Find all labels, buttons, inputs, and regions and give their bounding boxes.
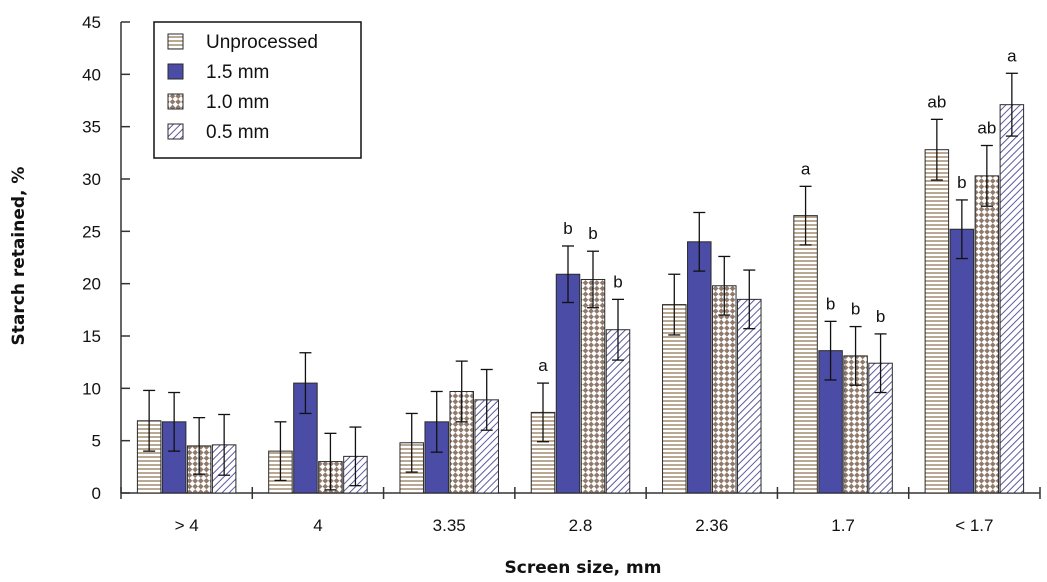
significance-label: ab [977, 119, 996, 138]
significance-label: b [563, 219, 572, 238]
significance-label: b [613, 272, 622, 291]
significance-label: b [588, 224, 597, 243]
y-tick-label: 25 [82, 222, 101, 241]
significance-label: a [1007, 46, 1017, 65]
y-tick-label: 30 [82, 170, 101, 189]
x-tick-label: > 4 [175, 516, 199, 535]
legend-label: 1.5 mm [206, 62, 269, 83]
significance-label: b [957, 173, 966, 192]
bar [555, 273, 581, 494]
bar [712, 285, 737, 494]
x-tick-label: < 1.7 [955, 516, 993, 535]
bar [999, 104, 1025, 494]
legend-swatch [167, 93, 184, 110]
x-tick-label: 4 [313, 516, 322, 535]
legend-swatch [167, 123, 184, 140]
bar [793, 215, 818, 494]
significance-label: a [801, 159, 811, 178]
y-tick-label: 20 [82, 275, 101, 294]
y-tick-label: 15 [82, 327, 101, 346]
legend-box [153, 21, 362, 159]
y-tick-label: 35 [82, 118, 101, 137]
legend-label: Unprocessed [206, 32, 318, 53]
significance-label: ab [927, 92, 946, 111]
significance-label: b [851, 300, 860, 319]
x-tick-label: 3.35 [433, 516, 466, 535]
y-tick-label: 40 [82, 65, 101, 84]
y-tick-label: 5 [92, 432, 101, 451]
x-tick-label: 2.8 [569, 516, 593, 535]
legend-label: 0.5 mm [206, 122, 269, 143]
legend-label: 1.0 mm [206, 92, 269, 113]
bar [687, 241, 712, 494]
y-tick-label: 10 [82, 379, 101, 398]
legend-swatch [167, 33, 184, 50]
bar [924, 149, 950, 494]
significance-label: b [826, 294, 835, 313]
x-axis-title: Screen size, mm [505, 558, 662, 578]
y-tick-label: 0 [92, 484, 101, 503]
significance-label: a [538, 356, 548, 375]
bar [974, 175, 1000, 494]
x-tick-label: 2.36 [695, 516, 728, 535]
legend: Unprocessed 1.5 mm 1.0 mm 0.5 mm [153, 21, 362, 159]
bar [949, 228, 975, 494]
x-tick-label: 1.7 [831, 516, 855, 535]
bar [580, 278, 606, 494]
legend-swatch [167, 63, 184, 80]
y-axis-title: Starch retained, % [9, 167, 29, 346]
y-tick-label: 45 [82, 13, 101, 32]
significance-label: b [876, 307, 885, 326]
